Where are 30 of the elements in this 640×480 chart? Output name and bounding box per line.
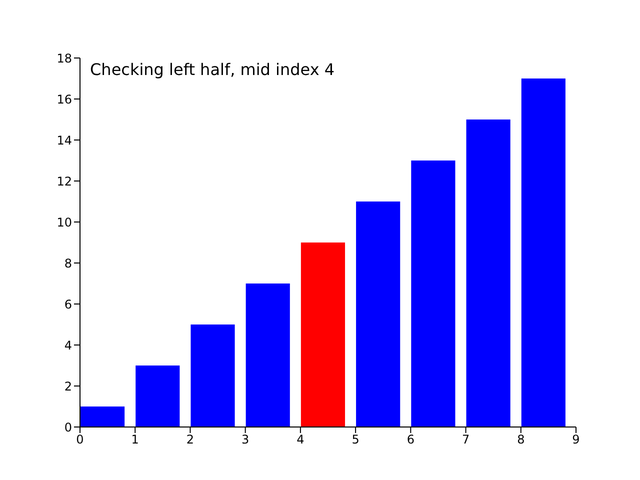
bar — [356, 202, 400, 427]
x-tick-label: 6 — [406, 432, 414, 447]
x-tick-label: 9 — [572, 432, 580, 447]
bar — [136, 366, 180, 427]
annotation: Checking left half, mid index 4 — [90, 60, 335, 79]
bar — [80, 406, 125, 427]
bar — [246, 284, 290, 427]
y-tick-label: 10 — [56, 215, 72, 230]
bar — [411, 160, 456, 427]
x-tick-label: 8 — [517, 432, 525, 447]
x-tick-label: 0 — [76, 432, 84, 447]
y-tick-label: 8 — [64, 256, 72, 270]
y-tick-label: 2 — [64, 379, 72, 394]
x-tick-label: 2 — [186, 432, 194, 447]
y-tick-label: 16 — [56, 92, 72, 106]
x-tick-label: 5 — [352, 432, 360, 447]
y-tick-label: 14 — [56, 133, 72, 148]
y-tick-label: 6 — [64, 297, 72, 312]
y-tick-label: 12 — [56, 174, 72, 188]
bar — [190, 324, 235, 427]
bar — [521, 78, 566, 427]
x-tick-label: 1 — [131, 432, 139, 447]
y-tick-label: 18 — [56, 51, 72, 66]
x-tick-label: 3 — [242, 432, 250, 447]
x-tick-label: 7 — [462, 432, 470, 447]
x-tick-label: 4 — [296, 432, 304, 447]
y-tick-label: 4 — [64, 338, 72, 352]
y-tick-label: 0 — [64, 420, 72, 434]
bar — [466, 120, 510, 427]
bar — [300, 242, 346, 427]
